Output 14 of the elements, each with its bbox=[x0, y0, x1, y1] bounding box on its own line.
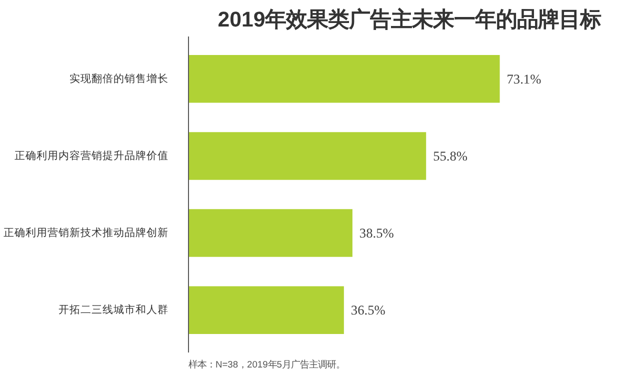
y-tick-label: 正确利用内容营销提升品牌价值 bbox=[14, 148, 168, 162]
bar bbox=[188, 55, 500, 103]
bar bbox=[188, 209, 352, 257]
data-label: 36.5% bbox=[350, 302, 386, 318]
chart-title: 2019年效果类广告主未来一年的品牌目标 bbox=[218, 8, 602, 32]
data-label: 55.8% bbox=[433, 148, 468, 164]
y-tick-label: 开拓二三线城市和人群 bbox=[58, 303, 168, 316]
y-tick-label: 正确利用营销新技术推动品牌创新 bbox=[4, 226, 168, 240]
data-label: 73.1% bbox=[506, 71, 542, 86]
data-label: 38.5% bbox=[359, 226, 394, 241]
y-tick-label: 实现翻倍的销售增长 bbox=[70, 72, 168, 85]
bar bbox=[188, 286, 344, 334]
bar bbox=[188, 132, 426, 180]
text: 样本：N=38，2019年5月广告主调研。 bbox=[188, 360, 345, 370]
